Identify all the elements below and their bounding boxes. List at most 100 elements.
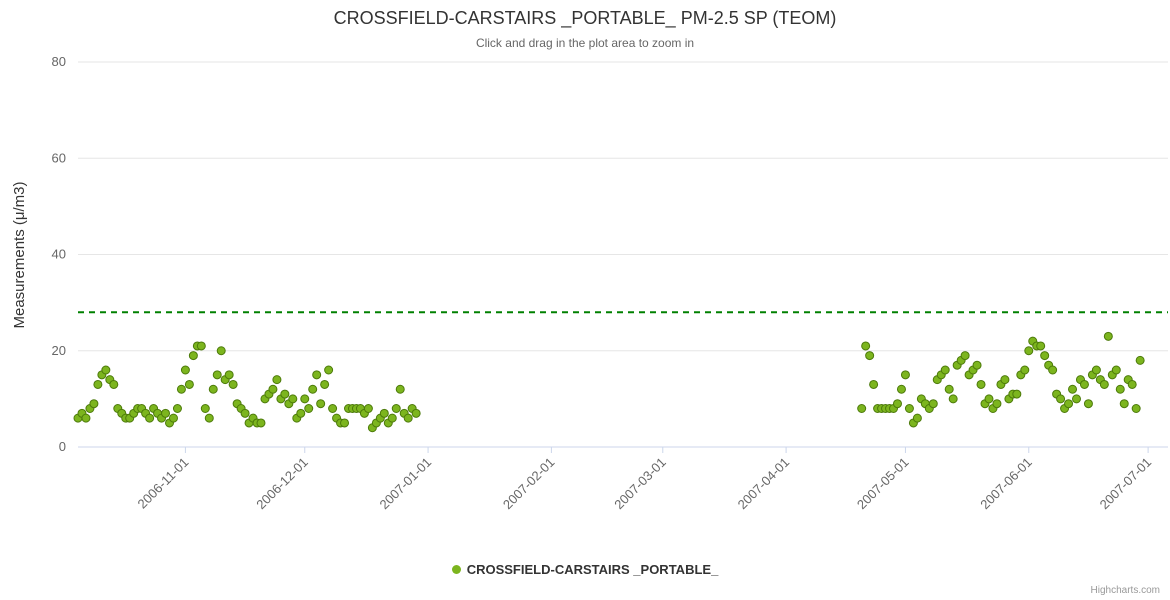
x-tick-label: 2007-01-01 (377, 455, 435, 513)
data-point[interactable] (184, 379, 194, 389)
data-point[interactable] (196, 341, 206, 351)
data-point[interactable] (892, 399, 902, 409)
data-point[interactable] (1079, 379, 1089, 389)
data-point[interactable] (900, 370, 910, 380)
data-point[interactable] (984, 394, 994, 404)
data-point[interactable] (208, 384, 218, 394)
highcharts-credits[interactable]: Highcharts.com (1090, 585, 1160, 596)
data-point[interactable] (976, 379, 986, 389)
data-point[interactable] (145, 413, 155, 423)
data-point[interactable] (912, 413, 922, 423)
data-point[interactable] (312, 370, 322, 380)
data-point[interactable] (1036, 341, 1046, 351)
data-point[interactable] (1040, 351, 1050, 361)
data-point[interactable] (268, 384, 278, 394)
grid-lines (78, 61, 1168, 448)
data-point[interactable] (1048, 365, 1058, 375)
data-point[interactable] (861, 341, 871, 351)
data-point[interactable] (176, 384, 186, 394)
data-point[interactable] (224, 370, 234, 380)
data-point[interactable] (272, 375, 282, 385)
data-point[interactable] (1064, 399, 1074, 409)
data-point[interactable] (328, 404, 338, 413)
data-point[interactable] (204, 413, 214, 423)
data-point[interactable] (212, 370, 222, 380)
data-point[interactable] (168, 413, 178, 423)
data-point[interactable] (1131, 404, 1141, 413)
data-point[interactable] (340, 418, 350, 428)
data-point[interactable] (1068, 384, 1078, 394)
data-point[interactable] (324, 365, 334, 375)
data-point[interactable] (89, 399, 99, 409)
data-point[interactable] (200, 404, 210, 413)
data-point[interactable] (109, 379, 119, 389)
data-point[interactable] (1127, 379, 1137, 389)
data-point[interactable] (1056, 394, 1066, 404)
x-tick-label: 2006-11-01 (135, 455, 192, 512)
data-point[interactable] (940, 365, 950, 375)
data-point[interactable] (304, 404, 314, 413)
data-point[interactable] (161, 408, 171, 418)
data-point[interactable] (1135, 355, 1145, 365)
data-point[interactable] (240, 408, 250, 418)
data-point[interactable] (992, 399, 1002, 409)
y-tick-label: 0 (59, 439, 66, 454)
data-point[interactable] (93, 379, 103, 389)
legend-item-series[interactable]: CROSSFIELD-CARSTAIRS _PORTABLE_ (451, 562, 718, 577)
data-point[interactable] (972, 360, 982, 370)
data-point[interactable] (363, 404, 373, 413)
data-point[interactable] (1099, 379, 1109, 389)
data-point[interactable] (1000, 375, 1010, 385)
data-point[interactable] (857, 404, 867, 413)
legend: CROSSFIELD-CARSTAIRS _PORTABLE_ (0, 562, 1170, 577)
data-point[interactable] (1103, 331, 1113, 341)
data-point[interactable] (280, 389, 290, 399)
data-point[interactable] (1012, 389, 1022, 399)
data-point[interactable] (1091, 365, 1101, 375)
data-point[interactable] (256, 418, 266, 428)
data-point[interactable] (228, 379, 238, 389)
data-point[interactable] (411, 408, 421, 418)
legend-marker-icon (451, 565, 461, 574)
data-point[interactable] (391, 404, 401, 413)
data-point[interactable] (300, 394, 310, 404)
data-point[interactable] (869, 379, 879, 389)
x-tick-label: 2007-02-01 (500, 455, 558, 513)
data-point[interactable] (180, 365, 190, 375)
data-point[interactable] (1083, 399, 1093, 409)
data-point[interactable] (904, 404, 914, 413)
data-point[interactable] (101, 365, 111, 375)
data-point[interactable] (1072, 394, 1082, 404)
data-point[interactable] (296, 408, 306, 418)
data-point[interactable] (403, 413, 413, 423)
data-point[interactable] (1024, 346, 1034, 356)
data-point[interactable] (188, 351, 198, 361)
data-point[interactable] (379, 408, 389, 418)
data-point[interactable] (960, 351, 970, 361)
y-tick-label: 60 (52, 150, 66, 165)
data-point[interactable] (308, 384, 318, 394)
data-point[interactable] (928, 399, 938, 409)
y-tick-label: 40 (52, 247, 66, 262)
data-point[interactable] (320, 379, 330, 389)
x-tick-label: 2007-06-01 (977, 455, 1035, 513)
data-point[interactable] (1020, 365, 1030, 375)
data-point[interactable] (1111, 365, 1121, 375)
data-point[interactable] (288, 394, 298, 404)
y-tick-label: 80 (52, 54, 66, 69)
data-point[interactable] (896, 384, 906, 394)
data-point[interactable] (865, 351, 875, 361)
data-point[interactable] (81, 413, 91, 423)
data-point[interactable] (216, 346, 226, 356)
data-point[interactable] (1115, 384, 1125, 394)
data-point[interactable] (172, 404, 182, 413)
data-point[interactable] (944, 384, 954, 394)
data-point[interactable] (316, 399, 326, 409)
data-point[interactable] (1119, 399, 1129, 409)
data-point[interactable] (948, 394, 958, 404)
data-point[interactable] (395, 384, 405, 394)
data-point[interactable] (387, 413, 397, 423)
data-point-group (73, 331, 1145, 433)
